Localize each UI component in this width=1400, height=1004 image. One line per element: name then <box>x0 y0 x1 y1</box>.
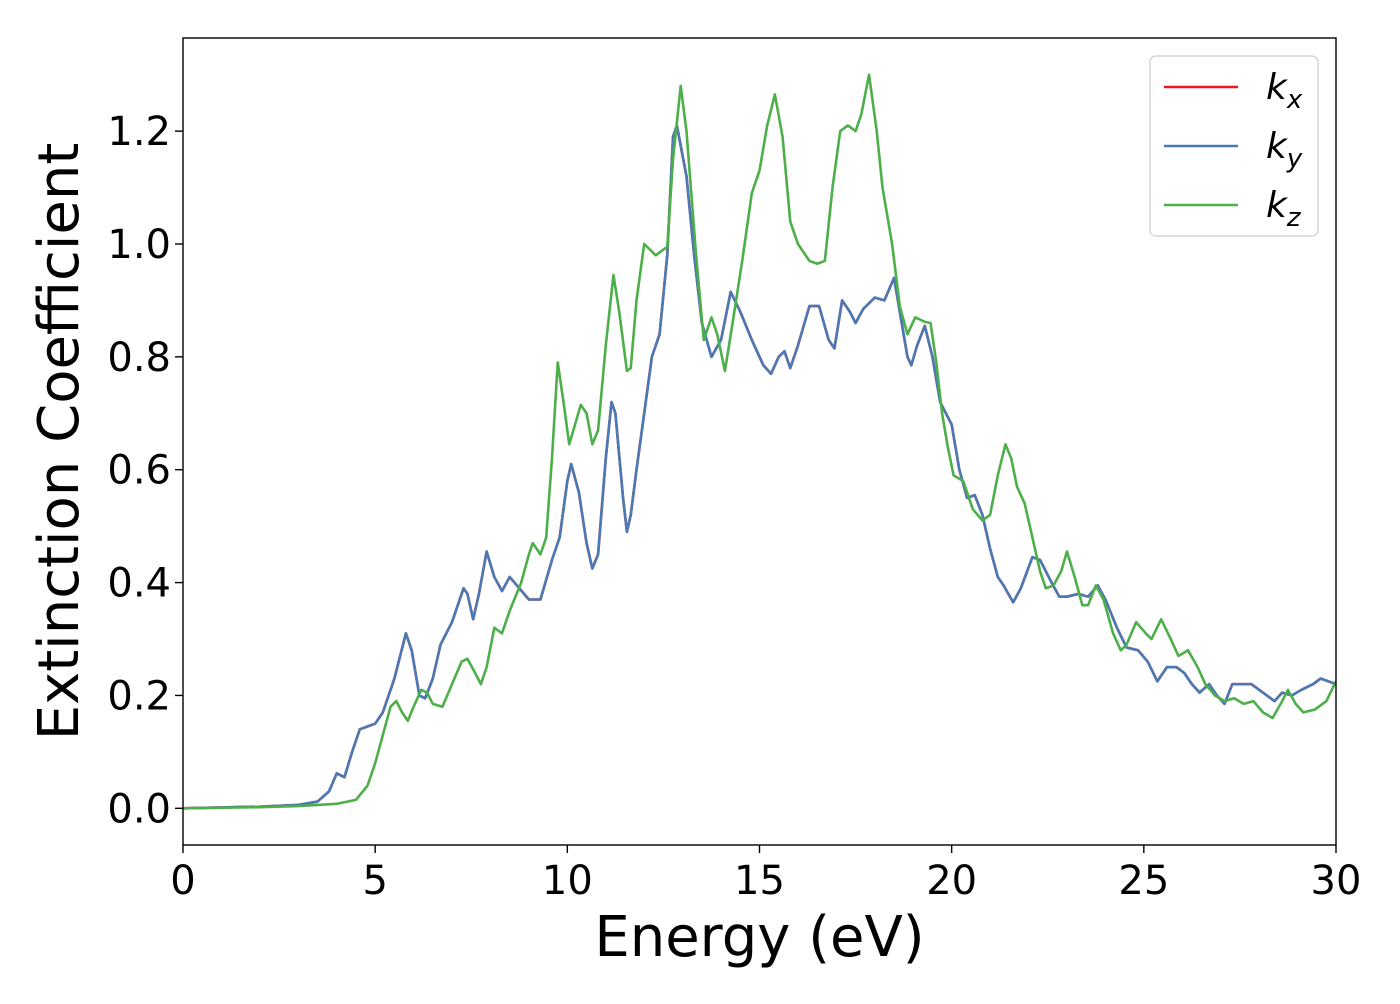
legend-label-subscript: x <box>1286 85 1303 115</box>
y-tick-label: 0.8 <box>107 335 171 381</box>
x-tick-label: 0 <box>170 858 195 904</box>
y-tick-label: 0.2 <box>107 673 171 719</box>
series-line-k-z <box>183 73 1336 810</box>
x-axis-label: Energy (eV) <box>594 905 924 970</box>
y-tick-label: 0.0 <box>107 786 171 832</box>
x-tick-label: 15 <box>734 858 785 904</box>
x-tick-label: 20 <box>926 858 977 904</box>
legend-label-main: k <box>1266 67 1289 108</box>
x-axis-ticks: 0 5 10 15 20 25 30 <box>170 845 1361 904</box>
legend-label-subscript: y <box>1286 144 1303 174</box>
y-tick-label: 1.2 <box>107 109 171 155</box>
legend-label-k-x: kx <box>1266 67 1303 115</box>
legend-label-subscript: z <box>1286 203 1302 233</box>
x-tick-label: 30 <box>1311 858 1362 904</box>
legend-label-main: k <box>1266 126 1289 167</box>
y-axis-ticks: 0.0 0.2 0.4 0.6 0.8 1.0 1.2 <box>107 109 183 832</box>
series-line-k-y <box>183 124 1336 810</box>
legend-label-main: k <box>1266 185 1289 226</box>
legend-label-k-y: ky <box>1266 126 1303 174</box>
x-tick-label: 25 <box>1118 858 1169 904</box>
legend-label-k-z: kz <box>1266 185 1302 233</box>
y-tick-label: 1.0 <box>107 222 171 268</box>
x-tick-label: 5 <box>362 858 387 904</box>
y-tick-label: 0.6 <box>107 448 171 494</box>
x-tick-label: 10 <box>542 858 593 904</box>
y-axis-label: Extinction Coefficient <box>27 143 92 741</box>
y-tick-label: 0.4 <box>107 561 171 607</box>
series-layer <box>183 73 1336 810</box>
